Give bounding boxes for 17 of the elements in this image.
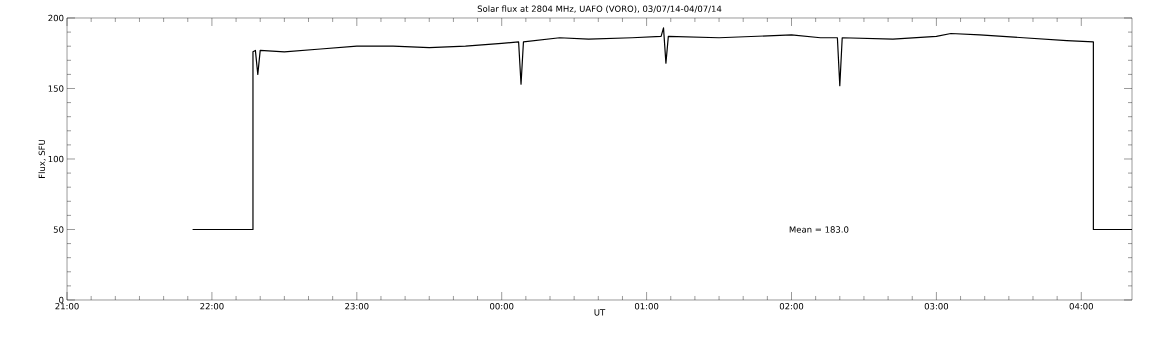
annotation: Mean = 183.0 [789,226,849,233]
x-tick-label: 04:00 [1069,303,1093,310]
x-tick-label: 21:00 [55,303,79,310]
y-tick-label: 200 [48,14,64,22]
x-tick-label: 02:00 [779,303,804,310]
x-tick-label: 03:00 [924,303,949,310]
x-tick-label: 23:00 [345,303,369,310]
x-tick-label: 22:00 [200,303,224,310]
x-tick-label: 00:00 [490,303,514,310]
y-tick-label: 0 [59,296,64,304]
y-tick-label: 150 [48,85,64,92]
x-tick-label: 01:00 [634,303,659,310]
y-axis-title: Flux, SFU [38,139,46,178]
chart-title: Solar flux at 2804 MHz, UAFO (VORO), 03/07/14-04/07/14 [477,5,722,13]
y-tick-label: 50 [53,226,64,233]
x-axis-title: UT [594,309,606,316]
y-tick-label: 100 [48,155,64,163]
